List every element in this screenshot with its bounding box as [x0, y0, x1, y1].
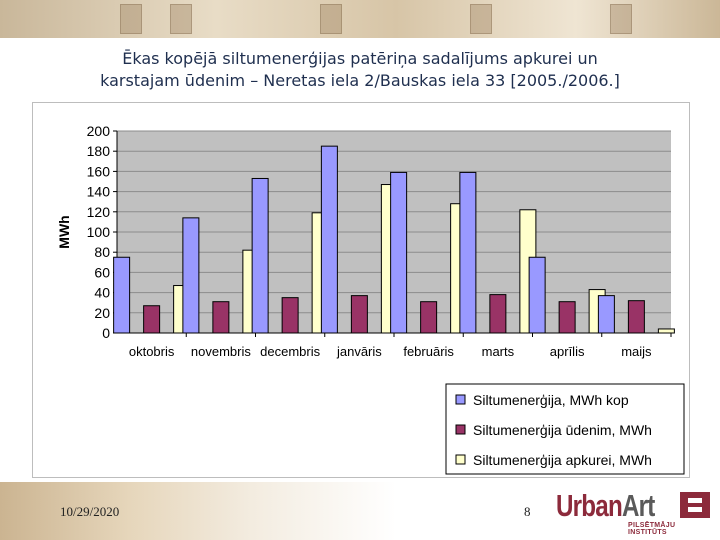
bar-1 — [113, 256, 131, 334]
y-tick-label: 140 — [87, 184, 111, 200]
bar-2 — [212, 301, 230, 334]
chart-panel: 0 20 40 60 80 100 120 140 160 180 200 MWh oktobris no… — [32, 102, 690, 478]
bar-1 — [251, 177, 269, 334]
y-tick-label: 40 — [94, 285, 110, 301]
footer-date: 10/29/2020 — [60, 504, 120, 519]
bar-chart: 0 20 40 60 80 100 120 140 160 180 200 MWh oktobris no… — [56, 123, 685, 475]
y-tick-label: 180 — [87, 143, 111, 159]
top-banner — [0, 0, 720, 38]
bottom-banner — [0, 482, 720, 540]
x-tick-label: janvāris — [336, 344, 382, 359]
legend-label: Siltumenerģija apkurei, MWh — [473, 452, 652, 468]
x-tick-label: decembris — [260, 344, 320, 359]
legend — [445, 383, 685, 475]
banner-window — [320, 4, 342, 34]
logo-wordmark: UrbanArt — [556, 488, 655, 524]
bar-2 — [143, 305, 161, 334]
y-tick-label: 200 — [87, 123, 111, 139]
bar-1 — [390, 171, 408, 334]
bar-2 — [281, 297, 299, 334]
y-tick-label: 100 — [87, 224, 111, 240]
legend-swatch — [455, 424, 466, 435]
y-tick-label: 120 — [87, 204, 111, 220]
slide-title-line2: karstajam ūdenim – Neretas iela 2/Bauska… — [100, 71, 620, 90]
bar-2 — [627, 300, 645, 334]
legend-label: Siltumenerģija ūdenim, MWh — [473, 422, 652, 438]
logo-word-urban: Urban — [556, 488, 623, 523]
bar-2 — [558, 301, 576, 334]
banner-window — [470, 4, 492, 34]
bar-1 — [459, 171, 477, 334]
legend-swatch — [455, 454, 466, 465]
slide-title: Ēkas kopējā siltumenerģijas patēriņa sad… — [30, 48, 690, 92]
bar-3 — [657, 328, 675, 334]
bar-1 — [182, 217, 200, 334]
banner-window — [610, 4, 632, 34]
slide-title-line1: Ēkas kopējā siltumenerģijas patēriņa sad… — [122, 49, 598, 68]
bar-1 — [597, 295, 615, 334]
x-tick-label: aprīlis — [550, 344, 585, 359]
logo-tagline: PILSĒTMĀJU INSTITŪTS — [628, 522, 676, 536]
bar-1 — [528, 256, 546, 334]
logo-e-mark-icon — [680, 492, 710, 518]
y-tick-label: 160 — [87, 163, 111, 179]
banner-window — [170, 4, 192, 34]
y-tick-label: 60 — [94, 264, 110, 280]
x-tick-label: oktobris — [129, 344, 175, 359]
legend-label: Siltumenerģija, MWh kop — [473, 392, 629, 408]
bar-2 — [420, 301, 438, 334]
page-number: 8 — [524, 504, 531, 519]
y-axis-label: MWh — [56, 215, 72, 248]
bar-2 — [489, 294, 507, 334]
banner-window — [120, 4, 142, 34]
y-tick-label: 80 — [94, 244, 110, 260]
bar-1 — [320, 145, 338, 334]
x-tick-label: marts — [482, 344, 515, 359]
y-tick-label: 20 — [94, 305, 110, 321]
x-tick-label: novembris — [191, 344, 251, 359]
x-tick-label: maijs — [621, 344, 652, 359]
bar-2 — [350, 295, 368, 334]
x-tick-label: februāris — [403, 344, 454, 359]
legend-swatch — [455, 394, 466, 405]
y-tick-label: 0 — [102, 325, 110, 341]
urbanart-logo: UrbanArt PILSĒTMĀJU INSTITŪTS — [556, 488, 716, 536]
logo-word-art: Art — [621, 488, 655, 523]
